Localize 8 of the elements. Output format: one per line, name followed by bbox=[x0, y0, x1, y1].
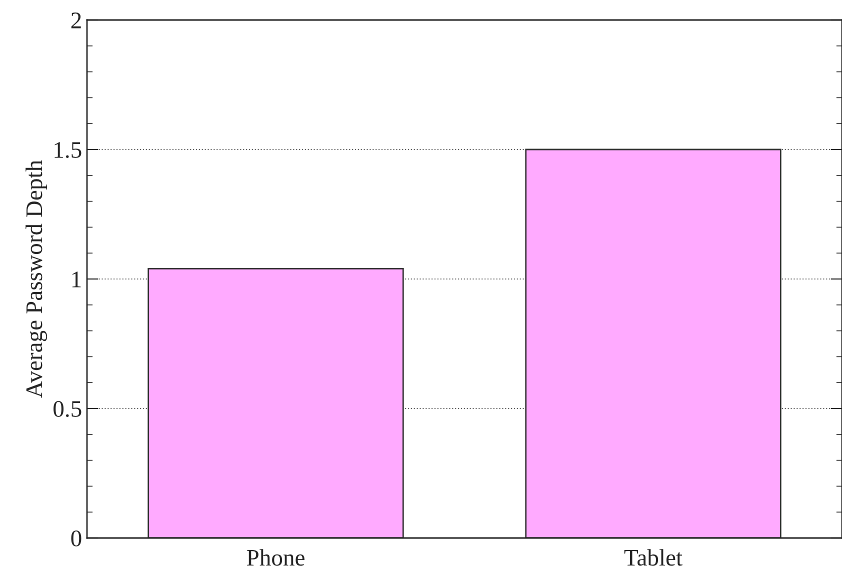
y-tick-label: 0.5 bbox=[54, 400, 82, 418]
y-tick-label: 0 bbox=[71, 530, 82, 546]
x-tick-label: Tablet bbox=[624, 549, 682, 566]
y-tick-label: 1 bbox=[72, 272, 81, 288]
y-tick-label: 1.5 bbox=[54, 142, 82, 158]
y-tick-label: 2 bbox=[71, 12, 81, 28]
y-axis-title: Average Password Depth bbox=[26, 160, 48, 398]
x-tick-label: Phone bbox=[246, 549, 304, 566]
